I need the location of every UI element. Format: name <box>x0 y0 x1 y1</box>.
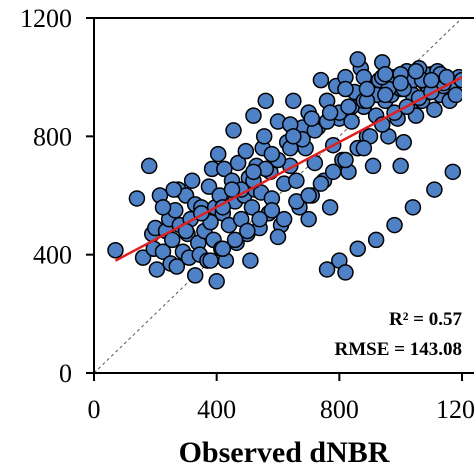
regression-line <box>114 76 462 262</box>
data-point <box>300 187 317 204</box>
data-point <box>300 210 317 228</box>
data-point <box>263 202 281 219</box>
data-point <box>237 142 255 160</box>
data-point <box>312 175 330 192</box>
y-tick-label: 1200 <box>20 4 72 33</box>
data-point <box>392 157 409 175</box>
data-point <box>364 157 382 175</box>
data-point <box>148 261 166 278</box>
y-tick-label: 0 <box>59 359 72 388</box>
data-point <box>395 134 412 151</box>
data-point <box>186 267 204 284</box>
data-point <box>404 199 422 216</box>
data-point <box>183 172 201 189</box>
data-point <box>367 231 385 249</box>
data-point <box>358 80 376 98</box>
data-point <box>321 104 339 121</box>
y-axis-ticks: 0 400 800 1200 <box>20 4 94 388</box>
data-point <box>337 80 354 98</box>
data-point <box>214 240 232 257</box>
data-point <box>444 163 462 181</box>
data-point <box>165 181 182 198</box>
data-point <box>251 210 268 228</box>
data-point <box>257 92 274 110</box>
data-point <box>386 216 403 234</box>
data-point <box>239 222 256 240</box>
data-point <box>225 122 242 139</box>
data-point <box>242 252 259 269</box>
y-tick-label: 800 <box>33 122 72 151</box>
data-point <box>208 273 225 290</box>
data-point <box>128 190 146 207</box>
data-point <box>163 231 181 249</box>
data-point <box>285 128 302 145</box>
data-point <box>245 107 262 124</box>
data-point <box>263 145 281 163</box>
data-point <box>107 241 124 259</box>
data-point <box>355 139 373 157</box>
data-point <box>349 51 366 68</box>
data-point <box>337 151 354 169</box>
data-point <box>140 157 158 175</box>
rmse-label: RMSE = 143.08 <box>335 339 462 360</box>
x-tick-label: 0 <box>88 395 101 424</box>
data-point <box>134 249 152 266</box>
data-point <box>168 258 186 275</box>
data-point <box>223 181 241 198</box>
data-point <box>377 65 394 83</box>
data-point <box>349 240 366 257</box>
data-point <box>324 163 342 181</box>
data-point <box>392 74 409 92</box>
x-tick-label: 400 <box>197 395 236 424</box>
data-point <box>216 160 233 178</box>
data-point <box>209 145 227 163</box>
data-points <box>107 51 462 290</box>
data-point <box>407 63 425 80</box>
data-point <box>312 71 330 89</box>
data-point <box>154 243 172 260</box>
data-point <box>226 231 244 249</box>
x-tick-label: 1200 <box>436 395 474 424</box>
data-point <box>255 128 273 145</box>
data-point <box>275 210 293 228</box>
x-axis-ticks: 0 400 800 1200 <box>88 373 474 424</box>
data-point <box>243 199 261 216</box>
x-axis-title: Observed dNBR <box>179 436 390 469</box>
y-tick-label: 400 <box>33 241 72 270</box>
data-point <box>269 228 287 246</box>
data-point <box>447 86 462 104</box>
data-point <box>426 101 443 118</box>
axes <box>93 17 474 374</box>
data-point <box>245 163 262 181</box>
x-tick-label: 800 <box>320 395 359 424</box>
data-point <box>303 110 320 127</box>
plot-area <box>94 18 462 373</box>
data-point <box>285 92 302 110</box>
data-point <box>288 172 305 189</box>
data-point <box>154 199 172 216</box>
data-point <box>337 264 354 281</box>
data-point <box>321 199 339 216</box>
data-point <box>423 71 440 89</box>
data-point <box>340 98 357 115</box>
data-point <box>377 86 394 104</box>
r-squared-label: R² = 0.57 <box>389 309 462 330</box>
data-point <box>200 178 218 195</box>
data-point <box>318 261 336 278</box>
data-point <box>426 181 443 198</box>
data-point <box>229 154 247 172</box>
data-point <box>202 252 219 269</box>
